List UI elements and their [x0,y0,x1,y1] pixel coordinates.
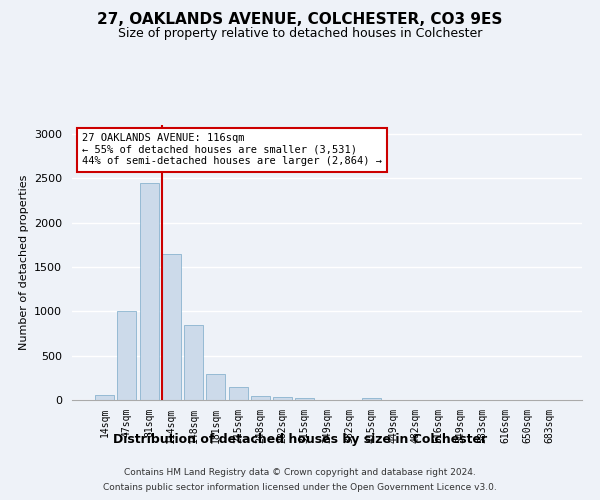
Text: Contains public sector information licensed under the Open Government Licence v3: Contains public sector information licen… [103,483,497,492]
Text: Contains HM Land Registry data © Crown copyright and database right 2024.: Contains HM Land Registry data © Crown c… [124,468,476,477]
Bar [184,326,203,400]
Bar [118,312,136,400]
Y-axis label: Number of detached properties: Number of detached properties [19,175,29,350]
Bar [95,395,114,400]
Bar [140,182,158,400]
Bar [295,398,314,400]
Bar [206,374,225,400]
Bar [273,398,292,400]
Bar [229,387,248,400]
Text: Distribution of detached houses by size in Colchester: Distribution of detached houses by size … [113,434,487,446]
Bar [162,254,181,400]
Text: 27 OAKLANDS AVENUE: 116sqm
← 55% of detached houses are smaller (3,531)
44% of s: 27 OAKLANDS AVENUE: 116sqm ← 55% of deta… [82,133,382,166]
Text: Size of property relative to detached houses in Colchester: Size of property relative to detached ho… [118,28,482,40]
Text: 27, OAKLANDS AVENUE, COLCHESTER, CO3 9ES: 27, OAKLANDS AVENUE, COLCHESTER, CO3 9ES [97,12,503,28]
Bar [251,396,270,400]
Bar [362,398,381,400]
